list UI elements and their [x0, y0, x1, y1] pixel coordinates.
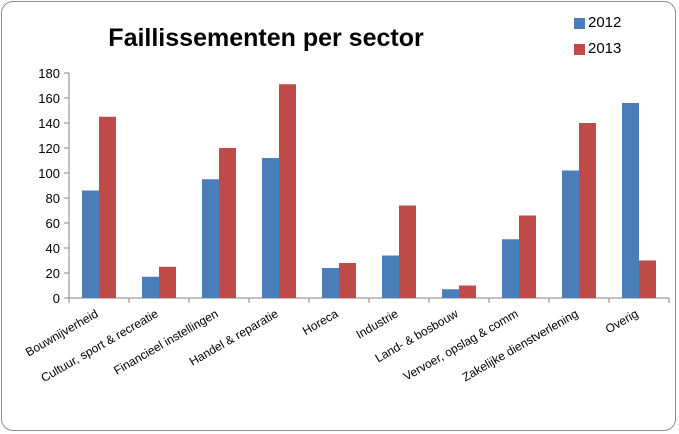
- legend-swatch-2012: [574, 18, 585, 29]
- bar-2013: [99, 116, 116, 298]
- bar-2012: [502, 239, 519, 298]
- y-tick-label: 60: [46, 216, 60, 231]
- chart-title: Faillissementen per sector: [108, 24, 424, 52]
- y-tick-label: 20: [46, 266, 60, 281]
- y-tick-label: 180: [38, 66, 60, 81]
- x-category-label: Horeca: [300, 306, 341, 338]
- bar-2013: [519, 215, 536, 298]
- legend-label-2012: 2012: [588, 14, 622, 31]
- y-tick-label: 0: [53, 291, 60, 306]
- y-tick-label: 40: [46, 241, 60, 256]
- bar-2012: [82, 190, 99, 298]
- bar-2013: [219, 148, 236, 298]
- y-tick-label: 140: [38, 116, 60, 131]
- bar-2013: [339, 263, 356, 298]
- legend-item-2012: 2012: [574, 14, 664, 40]
- x-category-label: Financieel instellingen: [111, 306, 220, 377]
- bar-2012: [622, 103, 639, 298]
- bar-2013: [579, 123, 596, 298]
- legend-swatch-2013: [574, 44, 585, 55]
- bar-2013: [459, 285, 476, 298]
- x-category-label: Overig: [603, 306, 641, 336]
- bar-2012: [442, 289, 459, 298]
- bar-2013: [399, 205, 416, 298]
- bar-2012: [322, 268, 339, 298]
- legend-label-2013: 2013: [588, 40, 622, 57]
- bar-2013: [159, 266, 176, 298]
- legend-item-2013: 2013: [574, 40, 664, 66]
- bar-2012: [562, 170, 579, 298]
- bar-2012: [142, 276, 159, 298]
- bar-2012: [202, 179, 219, 298]
- x-category-label: Industrie: [354, 306, 401, 341]
- y-tick-label: 100: [38, 166, 60, 181]
- y-tick-label: 80: [46, 191, 60, 206]
- bar-2013: [279, 84, 296, 298]
- bar-2013: [639, 260, 656, 298]
- chart-legend: 2012 2013: [574, 14, 664, 66]
- y-tick-label: 120: [38, 141, 60, 156]
- bar-2012: [382, 255, 399, 298]
- y-tick-label: 160: [38, 91, 60, 106]
- bar-2012: [262, 158, 279, 298]
